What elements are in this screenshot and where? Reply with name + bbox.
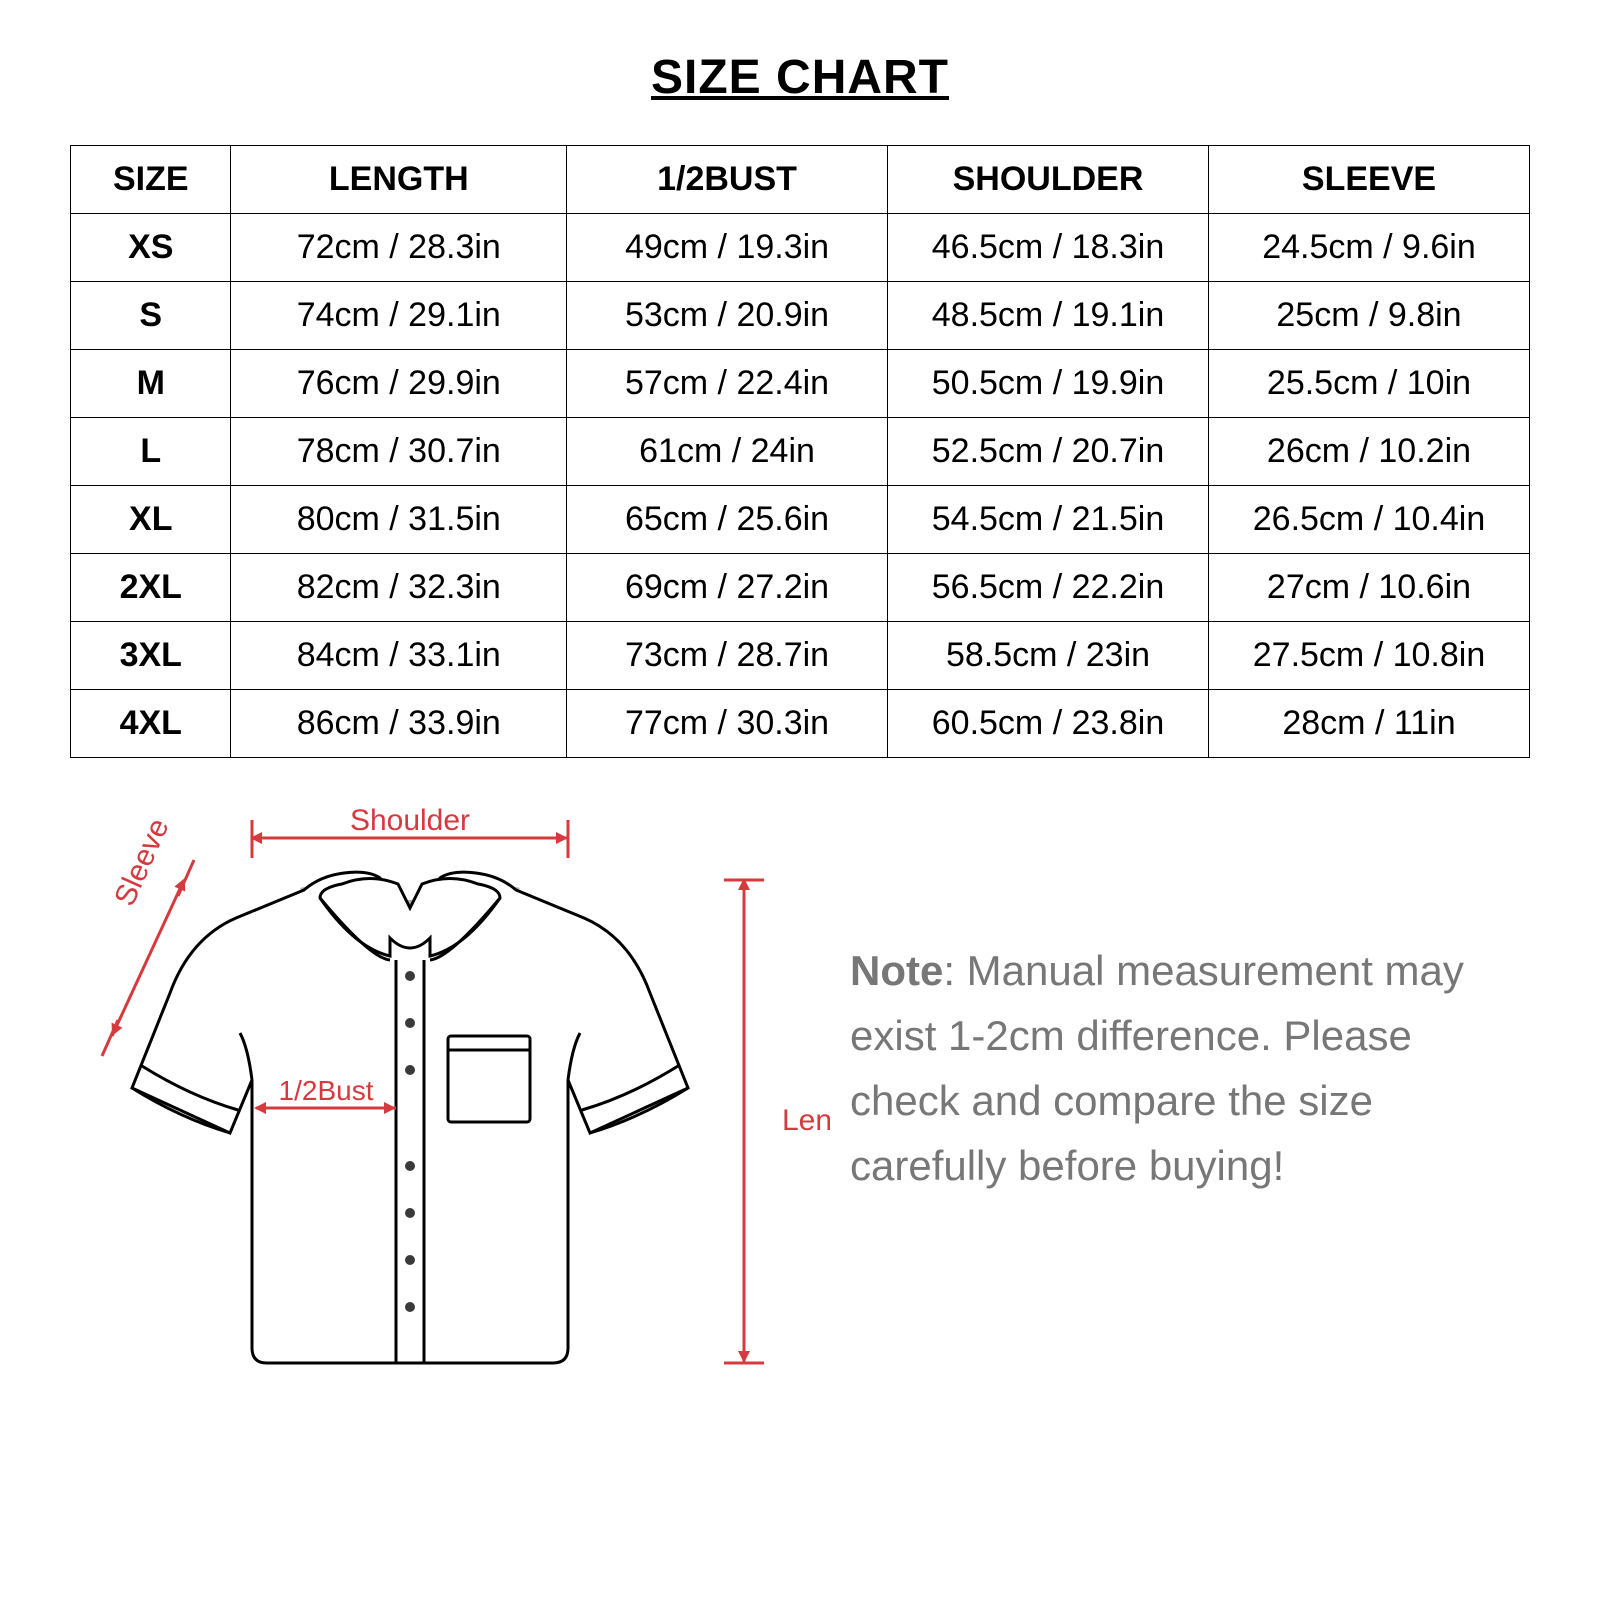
page-title: SIZE CHART: [70, 50, 1530, 105]
cell-sleeve: 27cm / 10.6in: [1208, 554, 1529, 622]
cell-sleeve: 25cm / 9.8in: [1208, 282, 1529, 350]
size-label: M: [71, 350, 231, 418]
table-header-row: SIZE LENGTH 1/2BUST SHOULDER SLEEVE: [71, 146, 1530, 214]
cell-shoulder: 56.5cm / 22.2in: [888, 554, 1209, 622]
size-chart-table: SIZE LENGTH 1/2BUST SHOULDER SLEEVE XS72…: [70, 145, 1530, 758]
cell-shoulder: 48.5cm / 19.1in: [888, 282, 1209, 350]
cell-sleeve: 27.5cm / 10.8in: [1208, 622, 1529, 690]
cell-length: 84cm / 33.1in: [231, 622, 567, 690]
table-row: L78cm / 30.7in61cm / 24in52.5cm / 20.7in…: [71, 418, 1530, 486]
table-row: M76cm / 29.9in57cm / 22.4in50.5cm / 19.9…: [71, 350, 1530, 418]
table-row: S74cm / 29.1in53cm / 20.9in48.5cm / 19.1…: [71, 282, 1530, 350]
size-label: 2XL: [71, 554, 231, 622]
table-row: XL80cm / 31.5in65cm / 25.6in54.5cm / 21.…: [71, 486, 1530, 554]
table-row: 3XL84cm / 33.1in73cm / 28.7in58.5cm / 23…: [71, 622, 1530, 690]
cell-length: 78cm / 30.7in: [231, 418, 567, 486]
cell-shoulder: 50.5cm / 19.9in: [888, 350, 1209, 418]
col-header-sleeve: SLEEVE: [1208, 146, 1529, 214]
size-label: 4XL: [71, 690, 231, 758]
cell-halfbust: 69cm / 27.2in: [567, 554, 888, 622]
cell-halfbust: 77cm / 30.3in: [567, 690, 888, 758]
cell-halfbust: 61cm / 24in: [567, 418, 888, 486]
diagram-label-length: Length: [782, 1104, 830, 1137]
col-header-shoulder: SHOULDER: [888, 146, 1209, 214]
cell-shoulder: 52.5cm / 20.7in: [888, 418, 1209, 486]
cell-shoulder: 60.5cm / 23.8in: [888, 690, 1209, 758]
cell-shoulder: 46.5cm / 18.3in: [888, 214, 1209, 282]
shirt-diagram: Shoulder Sleeve 1/2Bust Length: [70, 788, 830, 1408]
diagram-label-sleeve: Sleeve: [108, 814, 175, 911]
cell-length: 74cm / 29.1in: [231, 282, 567, 350]
cell-length: 76cm / 29.9in: [231, 350, 567, 418]
table-row: 2XL82cm / 32.3in69cm / 27.2in56.5cm / 22…: [71, 554, 1530, 622]
cell-sleeve: 25.5cm / 10in: [1208, 350, 1529, 418]
cell-length: 72cm / 28.3in: [231, 214, 567, 282]
cell-sleeve: 26cm / 10.2in: [1208, 418, 1529, 486]
cell-sleeve: 26.5cm / 10.4in: [1208, 486, 1529, 554]
diagram-label-shoulder: Shoulder: [350, 804, 470, 837]
size-label: S: [71, 282, 231, 350]
cell-length: 80cm / 31.5in: [231, 486, 567, 554]
note-label: Note: [850, 947, 943, 994]
cell-length: 82cm / 32.3in: [231, 554, 567, 622]
table-row: XS72cm / 28.3in49cm / 19.3in46.5cm / 18.…: [71, 214, 1530, 282]
cell-halfbust: 65cm / 25.6in: [567, 486, 888, 554]
cell-sleeve: 28cm / 11in: [1208, 690, 1529, 758]
cell-halfbust: 53cm / 20.9in: [567, 282, 888, 350]
size-label: 3XL: [71, 622, 231, 690]
col-header-size: SIZE: [71, 146, 231, 214]
cell-halfbust: 49cm / 19.3in: [567, 214, 888, 282]
size-label: L: [71, 418, 231, 486]
cell-halfbust: 73cm / 28.7in: [567, 622, 888, 690]
table-row: 4XL86cm / 33.9in77cm / 30.3in60.5cm / 23…: [71, 690, 1530, 758]
size-label: XL: [71, 486, 231, 554]
col-header-length: LENGTH: [231, 146, 567, 214]
cell-length: 86cm / 33.9in: [231, 690, 567, 758]
cell-halfbust: 57cm / 22.4in: [567, 350, 888, 418]
cell-shoulder: 54.5cm / 21.5in: [888, 486, 1209, 554]
note-body: : Manual measurement may exist 1-2cm dif…: [850, 947, 1464, 1189]
cell-sleeve: 24.5cm / 9.6in: [1208, 214, 1529, 282]
diagram-label-halfbust: 1/2Bust: [279, 1075, 374, 1106]
size-label: XS: [71, 214, 231, 282]
col-header-halfbust: 1/2BUST: [567, 146, 888, 214]
note-text: Note: Manual measurement may exist 1-2cm…: [850, 788, 1530, 1198]
cell-shoulder: 58.5cm / 23in: [888, 622, 1209, 690]
